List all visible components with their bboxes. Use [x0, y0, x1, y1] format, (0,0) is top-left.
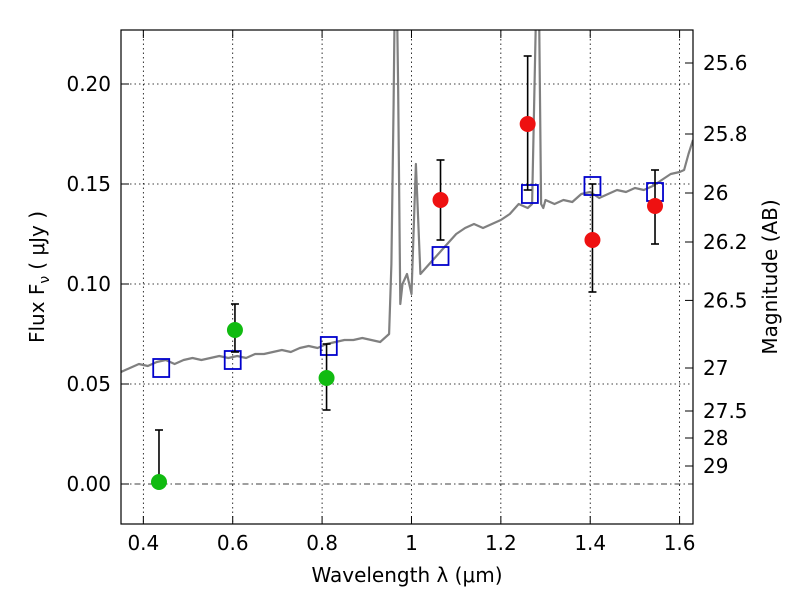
y2-tick-label: 28 — [703, 426, 728, 450]
model-point-square — [319, 336, 338, 356]
x-tick-label: 1 — [405, 531, 418, 555]
y-tick-label: 0.20 — [66, 72, 111, 96]
model-spectrum-line — [121, 30, 693, 374]
svg-text:Flux Fν( μJy ): Flux Fν ( μJy ) — [25, 211, 53, 343]
model-point-square — [152, 358, 171, 378]
y-axis-label-subscript: ν — [37, 276, 53, 284]
y-tick-label: 0.05 — [66, 372, 111, 396]
y2-tick-label: 25.8 — [703, 122, 748, 146]
y2-tick-label: 26.2 — [703, 230, 748, 254]
y2-tick-label: 27.5 — [703, 399, 748, 423]
y2-tick-label: 26 — [703, 181, 728, 205]
observed-point — [519, 116, 536, 132]
tick-layer: 0.4 0.6 0.8 1 1.2 1.4 1.6 0.00 0.05 0.10 0.15 0.20 2… — [66, 30, 748, 555]
observed-point — [647, 198, 664, 214]
observed-point — [318, 370, 335, 386]
y2-tick-label: 27 — [703, 356, 728, 380]
y-axis-label: Flux Fν ( μJy ) — [25, 211, 53, 343]
y2-axis-label: Magnitude (AB) — [758, 199, 782, 354]
model-point-square — [520, 184, 539, 204]
x-tick-label: 0.6 — [217, 531, 249, 555]
y2-tick-label: 25.6 — [703, 51, 748, 75]
y-tick-label: 0.00 — [66, 472, 111, 496]
model-point-square — [431, 246, 450, 266]
observed-point — [226, 322, 243, 338]
y-tick-label: 0.15 — [66, 172, 111, 196]
observed-point — [432, 192, 449, 208]
x-axis-label: Wavelength λ (μm) — [311, 563, 502, 587]
plot-frame — [120, 29, 694, 525]
y-axis-label-text: Flux F — [25, 284, 49, 343]
x-tick-label: 1.4 — [574, 531, 606, 555]
model-point-square — [223, 350, 242, 370]
x-tick-label: 0.8 — [306, 531, 338, 555]
y-axis-label-unit: ( μJy ) — [25, 211, 49, 270]
observed-point — [584, 232, 601, 248]
y2-tick-label: 26.5 — [703, 288, 748, 312]
grid-layer — [121, 30, 693, 524]
y-tick-label: 0.10 — [66, 272, 111, 296]
x-tick-label: 1.2 — [485, 531, 517, 555]
data-layer — [121, 30, 693, 490]
observed-point — [150, 474, 167, 490]
y2-tick-label: 29 — [703, 454, 728, 478]
x-tick-label: 1.6 — [664, 531, 696, 555]
x-tick-label: 0.4 — [127, 531, 159, 555]
